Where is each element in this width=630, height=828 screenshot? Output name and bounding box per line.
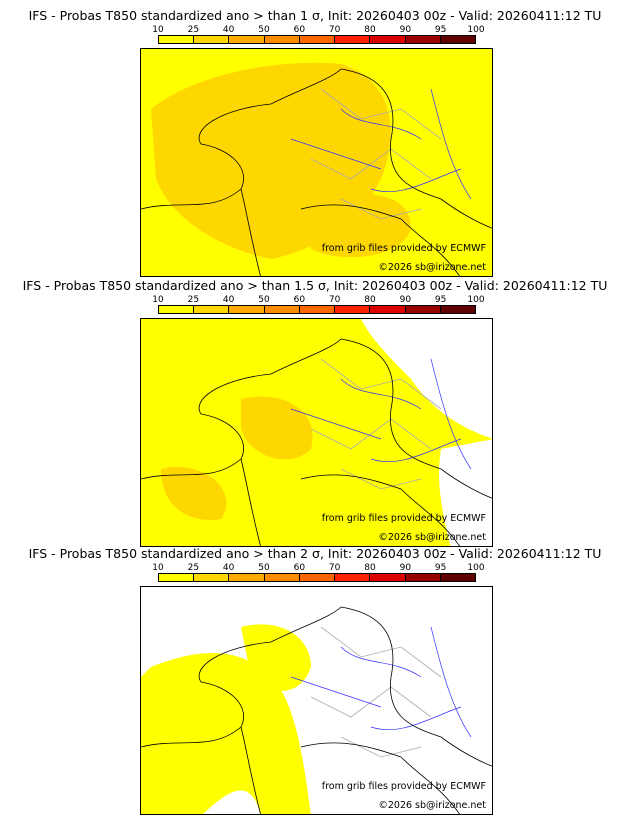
colorbar-swatch [194,306,230,313]
colorbar-swatch [335,36,371,43]
colorbar-tick: 50 [258,25,270,35]
colorbar-tick: 70 [328,295,341,305]
colorbar-swatch [159,306,195,313]
colorbar-tick: 10 [152,563,164,573]
colorbar-swatch [264,574,300,581]
colorbar-swatch [335,574,371,581]
colorbar-tick: 100 [467,563,485,573]
colorbar-tick: 25 [187,295,200,305]
colorbar [158,305,476,314]
colorbar-ticks: 10 25 40 50 60 70 80 90 95 100 [152,563,484,573]
colorbar-swatch [370,306,406,313]
colorbar [158,573,476,582]
colorbar-tick: 95 [434,25,447,35]
colorbar-swatch [299,574,336,581]
copyright-credit: ©2026 sb@irizone.net [378,532,486,543]
colorbar-tick: 70 [328,25,341,35]
source-credit: from grib files provided by ECMWF [321,243,486,254]
colorbar-tick: 90 [399,25,412,35]
colorbar-tick: 25 [187,563,200,573]
colorbar-swatch [370,574,406,581]
colorbar-ticks: 10 25 40 50 60 70 80 90 95 100 [152,25,484,35]
colorbar-swatch [229,574,265,581]
colorbar-tick: 40 [222,295,235,305]
colorbar-swatch [405,574,441,581]
colorbar-swatch [159,574,195,581]
source-credit: from grib files provided by ECMWF [321,781,486,792]
colorbar-tick: 10 [152,25,164,35]
colorbar [158,35,476,44]
colorbar-swatch [229,36,265,43]
colorbar-tick: 100 [467,295,485,305]
colorbar-swatch [405,36,441,43]
panel-title: IFS - Probas T850 standardized ano > tha… [22,278,608,293]
colorbar-swatch [229,306,265,313]
colorbar-tick: 40 [222,25,235,35]
colorbar-swatch [440,36,475,43]
colorbar-tick: 80 [364,25,376,35]
colorbar-tick: 50 [258,295,270,305]
colorbar-tick: 60 [293,563,306,573]
colorbar-tick: 25 [187,25,200,35]
copyright-credit: ©2026 sb@irizone.net [378,800,486,811]
colorbar-swatch [440,306,475,313]
colorbar-swatch [299,36,336,43]
colorbar-swatch [370,36,406,43]
colorbar-tick: 60 [293,295,306,305]
colorbar-tick: 90 [399,295,412,305]
colorbar-tick: 95 [434,295,447,305]
colorbar-tick: 100 [467,25,485,35]
colorbar-tick: 50 [258,563,270,573]
colorbar-tick: 80 [364,295,376,305]
colorbar-ticks: 10 25 40 50 60 70 80 90 95 100 [152,295,484,305]
source-credit: from grib files provided by ECMWF [321,513,486,524]
colorbar-swatch [405,306,441,313]
colorbar-swatch [264,36,300,43]
probability-map: from grib files provided by ECMWF ©2026 … [140,318,493,547]
colorbar-tick: 80 [364,563,376,573]
copyright-credit: ©2026 sb@irizone.net [378,262,486,273]
probability-map: from grib files provided by ECMWF ©2026 … [140,48,493,277]
colorbar-swatch [194,574,230,581]
panel-title: IFS - Probas T850 standardized ano > tha… [28,8,602,23]
colorbar-swatch [440,574,475,581]
colorbar-tick: 95 [434,563,447,573]
colorbar-swatch [159,36,195,43]
colorbar-swatch [335,306,371,313]
colorbar-tick: 70 [328,563,341,573]
colorbar-tick: 60 [293,25,306,35]
colorbar-tick: 40 [222,563,235,573]
colorbar-tick: 10 [152,295,164,305]
panel-title: IFS - Probas T850 standardized ano > tha… [28,546,602,561]
colorbar-swatch [299,306,336,313]
colorbar-swatch [264,306,300,313]
probability-map: from grib files provided by ECMWF ©2026 … [140,586,493,815]
colorbar-swatch [194,36,230,43]
colorbar-tick: 90 [399,563,412,573]
